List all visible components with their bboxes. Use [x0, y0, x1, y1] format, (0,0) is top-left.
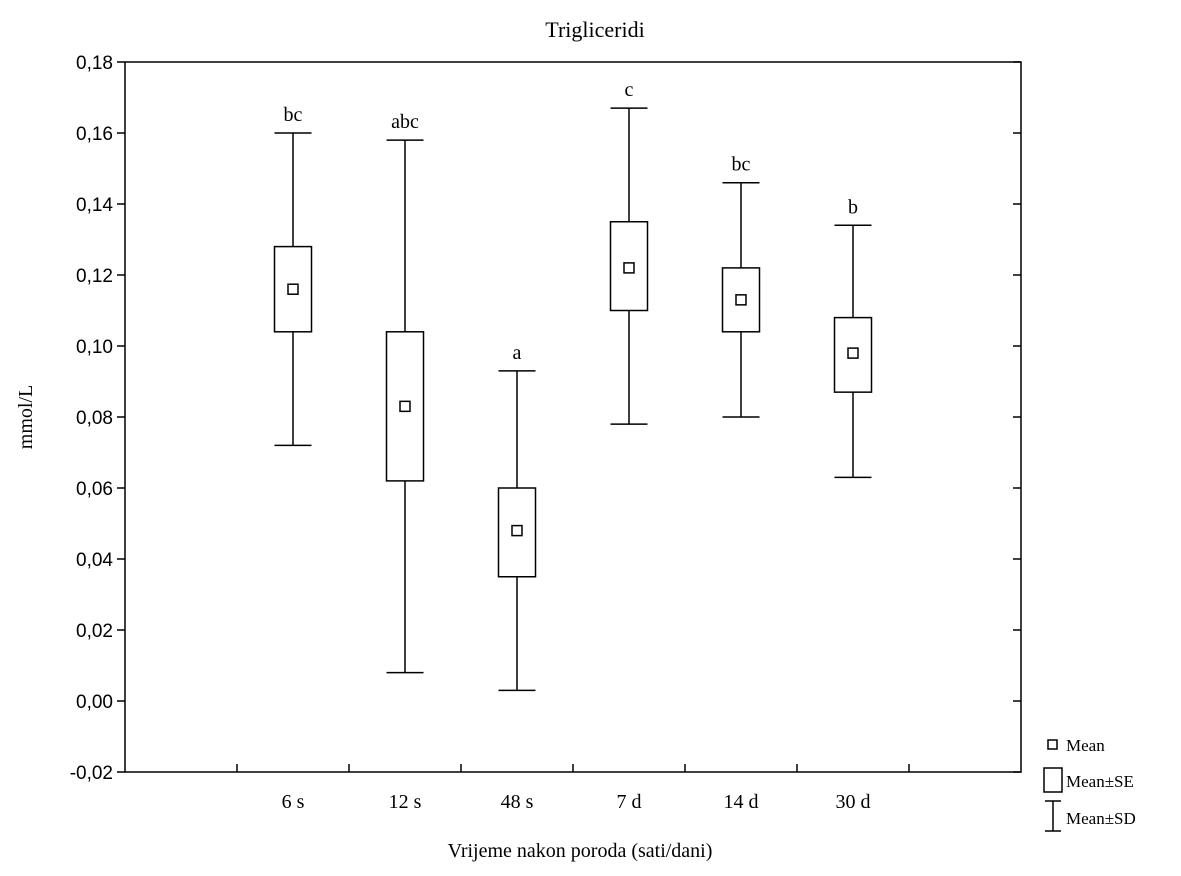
- box-group: a: [497, 342, 537, 692]
- y-tick-label: 0,02: [76, 621, 113, 642]
- chart-title: Trigliceridi: [545, 17, 644, 42]
- box-group: b: [833, 196, 873, 479]
- legend: Mean Mean±SE Mean±SD: [1043, 736, 1136, 832]
- x-tick-label: 12 s: [389, 791, 422, 813]
- x-tick-label: 30 d: [836, 791, 871, 813]
- significance-label: b: [848, 196, 858, 218]
- y-tick-label: 0,14: [76, 195, 113, 216]
- legend-se-icon: [1043, 767, 1063, 793]
- y-tick-label: 0,18: [76, 53, 113, 74]
- box-group: bc: [721, 154, 761, 418]
- legend-sd-label: Mean±SD: [1066, 809, 1136, 828]
- y-tick-label: 0,06: [76, 479, 113, 500]
- y-tick-label: 0,08: [76, 408, 113, 429]
- legend-sd-icon: [1045, 800, 1061, 832]
- significance-label: bc: [284, 104, 303, 126]
- mean-marker: [287, 283, 299, 295]
- significance-label: c: [625, 79, 634, 101]
- box-series: bc abc a c bc b: [273, 79, 873, 692]
- x-axis-label: Vrijeme nakon poroda (sati/dani): [448, 840, 713, 862]
- legend-se-label: Mean±SE: [1066, 772, 1134, 791]
- plot-frame: [124, 61, 1022, 773]
- significance-label: bc: [732, 154, 751, 176]
- y-axis-label: mmol/L: [15, 385, 37, 449]
- x-tick-label: 48 s: [501, 791, 534, 813]
- y-tick-label: 0,04: [76, 550, 113, 571]
- y-tick-label: 0,10: [76, 337, 113, 358]
- significance-label: abc: [391, 111, 419, 133]
- mean-marker: [511, 524, 523, 537]
- y-axis: -0,02 0,00 0,02 0,04 0,06 0,08 0,10 0,12 0,14 0,1…: [70, 53, 1021, 784]
- box-group: c: [609, 79, 649, 425]
- x-tick-label: 6 s: [282, 791, 305, 813]
- box-group: abc: [385, 111, 425, 674]
- y-tick-label: 0,00: [76, 692, 113, 713]
- y-tick-label: 0,16: [76, 124, 113, 145]
- x-tick-label: 14 d: [724, 791, 759, 813]
- mean-marker: [735, 294, 747, 306]
- x-tick-label: 7 d: [617, 791, 642, 813]
- significance-label: a: [513, 342, 522, 364]
- y-tick-label: -0,02: [70, 763, 113, 784]
- y-tick-label: 0,12: [76, 266, 113, 287]
- mean-marker: [847, 347, 859, 359]
- mean-marker: [399, 400, 411, 413]
- x-axis: 6 s 12 s 48 s 7 d 14 d 30 d: [236, 764, 910, 813]
- legend-mean-icon: [1047, 739, 1058, 750]
- mean-marker: [623, 262, 635, 274]
- legend-mean-label: Mean: [1066, 736, 1105, 755]
- box-group: bc: [273, 104, 313, 447]
